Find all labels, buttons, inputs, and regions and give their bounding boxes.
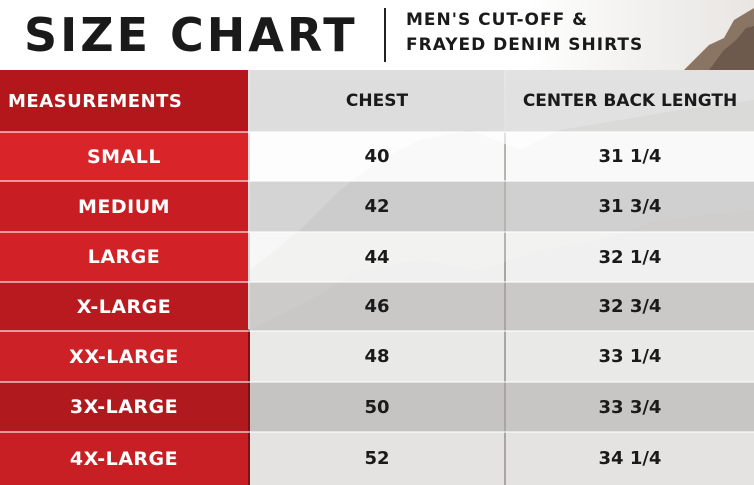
table-row: MEDIUM 42 31 3/4 [0,181,754,232]
chest-cell-background [250,432,504,485]
label-cell-background [0,331,248,382]
label-cell-background [0,232,248,282]
back-cell-background [506,181,754,232]
chest-cell-background [250,331,504,382]
size-label: MEDIUM [77,195,171,218]
chest-cell-background [250,70,504,132]
row-separator [0,281,754,283]
label-cell-background [0,282,248,331]
size-label: SMALL [86,145,161,168]
row-separator [0,131,754,133]
back-length-value: 31 1/4 [598,146,662,167]
chest-value: 50 [364,396,390,418]
chest-cell-background [250,382,504,432]
back-cell-background [506,432,754,485]
row-separator [0,381,754,383]
label-cell-background [0,70,248,132]
label-cell-background [0,382,248,432]
back-length-value: 32 3/4 [598,296,662,317]
header: SIZE CHART MEN'S CUT-OFF & FRAYED DENIM … [0,0,754,70]
back-cell-background [506,232,754,282]
label-cell-background [0,432,248,485]
chest-value: 48 [364,346,390,367]
chest-value: 44 [364,246,390,268]
row-separator [0,231,754,233]
column-header-back-length: CENTER BACK LENGTH [522,91,738,111]
back-cell-background [506,331,754,382]
row-separator [0,431,754,433]
column-header-chest: CHEST [345,91,409,111]
chest-value: 42 [364,196,390,217]
back-cell-background [506,282,754,331]
chest-value: 52 [364,448,390,469]
size-label: XX-LARGE [69,345,179,368]
table-row: LARGE 44 32 1/4 [0,232,754,282]
chest-cell-background [250,181,504,232]
back-length-value: 31 3/4 [598,196,662,217]
table-row: XX-LARGE 48 33 1/4 [0,331,754,382]
label-cell-background [0,132,248,181]
title-divider [384,8,386,62]
chest-value: 46 [364,296,390,317]
table-row: 3X-LARGE 50 33 3/4 [0,382,754,432]
label-cell-background [0,181,248,232]
back-length-value: 33 3/4 [598,396,662,418]
chest-cell-background [250,132,504,181]
size-label: 4X-LARGE [69,447,179,470]
back-cell-background [506,382,754,432]
subtitle-line-1: MEN'S CUT-OFF & [406,10,588,30]
size-table: MEASUREMENTS CHEST CENTER BACK LENGTH SMALL… [0,70,754,485]
table-row: X-LARGE 46 32 3/4 [0,282,754,331]
chest-value: 40 [364,146,390,167]
page-title: SIZE CHART [24,8,358,62]
column-header-measurements: MEASUREMENTS [8,90,183,112]
page-subtitle: MEN'S CUT-OFF & FRAYED DENIM SHIRTS [406,8,643,58]
chest-cell-background [250,232,504,282]
table-row: 4X-LARGE 52 34 1/4 [0,432,754,485]
row-separator [0,330,754,332]
chest-cell-background [250,282,504,331]
size-label: LARGE [87,246,161,268]
back-length-value: 33 1/4 [598,346,662,367]
back-cell-background [506,132,754,181]
rock-image [684,8,754,70]
subtitle-line-2: FRAYED DENIM SHIRTS [406,35,644,55]
table-header-row: MEASUREMENTS CHEST CENTER BACK LENGTH [0,70,754,132]
size-label: 3X-LARGE [69,396,179,418]
row-separator [0,180,754,182]
size-label: X-LARGE [76,295,172,318]
back-length-value: 34 1/4 [598,448,662,469]
table-row: SMALL 40 31 1/4 [0,132,754,181]
back-cell-background [506,70,754,132]
back-length-value: 32 1/4 [598,246,662,268]
